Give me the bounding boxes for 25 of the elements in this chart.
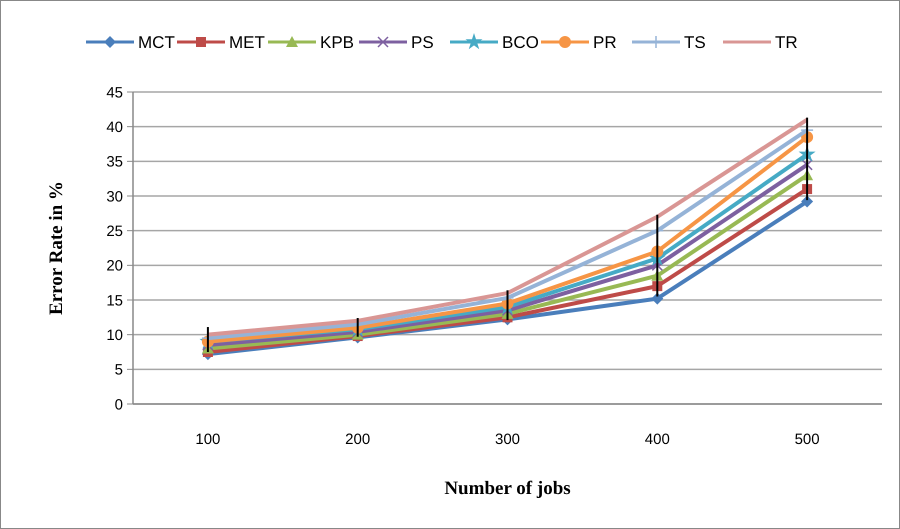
- y-tick-label: 45: [106, 84, 123, 102]
- y-tick-label: 10: [106, 326, 123, 344]
- legend-label: TS: [684, 32, 706, 52]
- y-tick-label: 40: [106, 118, 123, 136]
- legend-label: MET: [229, 32, 265, 52]
- legend-label: BCO: [502, 32, 539, 52]
- x-tick-label: 200: [345, 431, 370, 448]
- y-axis-title: Error Rate in %: [46, 181, 67, 315]
- x-axis-title: Number of jobs: [444, 478, 571, 499]
- y-tick-label: 0: [114, 396, 123, 414]
- y-tick-label: 30: [106, 188, 123, 206]
- legend-label: TR: [775, 32, 798, 52]
- legend-label: PS: [411, 32, 434, 52]
- y-tick-label: 15: [106, 292, 123, 310]
- x-tick-label: 400: [644, 431, 670, 448]
- x-tick-label: 100: [195, 431, 220, 448]
- y-tick-label: 20: [106, 258, 123, 275]
- y-tick-label: 25: [106, 222, 123, 240]
- legend-label: PR: [593, 32, 617, 52]
- legend-label: KPB: [320, 32, 354, 52]
- x-tick-label: 500: [794, 431, 820, 448]
- y-tick-label: 35: [106, 154, 123, 171]
- legend-label: MCT: [138, 32, 175, 52]
- x-tick-label: 300: [494, 431, 520, 448]
- y-tick-label: 5: [114, 362, 123, 379]
